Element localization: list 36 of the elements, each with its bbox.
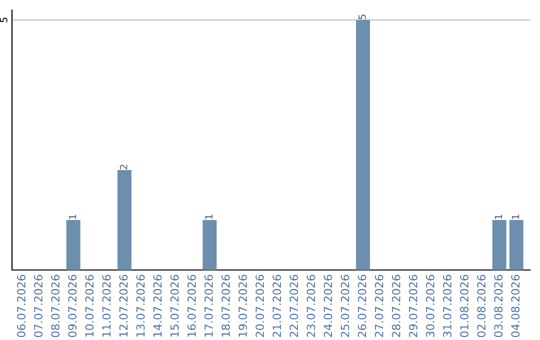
x-tick-label: 22.07.2026 [290, 274, 298, 337]
x-tick-label: 02.08.2026 [477, 274, 486, 338]
x-tick-label: 09.07.2026 [68, 274, 77, 338]
data-label: 1 [68, 214, 76, 219]
x-tick-label: 10.07.2026 [85, 274, 94, 337]
x-tick-label: 23.07.2026 [306, 274, 316, 337]
x-tick-label: 17.07.2026 [204, 274, 213, 337]
data-label: 2 [120, 164, 128, 170]
x-tick-label: 31.07.2026 [443, 274, 452, 337]
x-tick-label: 30.07.2026 [426, 274, 434, 337]
x-tick-label: 07.07.2026 [34, 274, 42, 338]
x-tick-label: 12.07.2026 [119, 274, 128, 337]
x-tick-label: 20.07.2026 [256, 274, 264, 337]
x-tick-label: 19.07.2026 [238, 274, 247, 337]
x-tick-label: 27.07.2026 [374, 274, 384, 337]
x-tick-label: 25.07.2026 [340, 274, 350, 337]
x-tick-label: 14.07.2026 [153, 274, 162, 337]
x-tick-label: 01.08.2026 [460, 274, 468, 338]
data-label: 1 [494, 214, 502, 219]
x-tick-label: 18.07.2026 [222, 274, 230, 337]
x-tick-label: 13.07.2026 [136, 274, 145, 337]
x-tick-label: 08.07.2026 [51, 274, 60, 338]
x-tick-label: 29.07.2026 [408, 274, 418, 337]
x-tick-label: 28.07.2026 [392, 274, 400, 337]
x-tick-label: 16.07.2026 [187, 274, 196, 337]
x-tick-label: 03.08.2026 [494, 274, 503, 338]
data-label: 1 [512, 214, 520, 219]
data-label: 5 [358, 14, 366, 20]
x-tick-label: 26.07.2026 [358, 274, 366, 337]
x-tick-label: 15.07.2026 [170, 274, 179, 337]
data-label: 1 [205, 214, 212, 219]
x-tick-label: 04.08.2026 [511, 274, 520, 338]
x-tick-label: 11.07.2026 [102, 274, 111, 337]
x-tick-label: 06.07.2026 [17, 274, 26, 338]
x-tick-label: 21.07.2026 [272, 274, 282, 337]
x-tick-label: 24.07.2026 [324, 274, 332, 337]
